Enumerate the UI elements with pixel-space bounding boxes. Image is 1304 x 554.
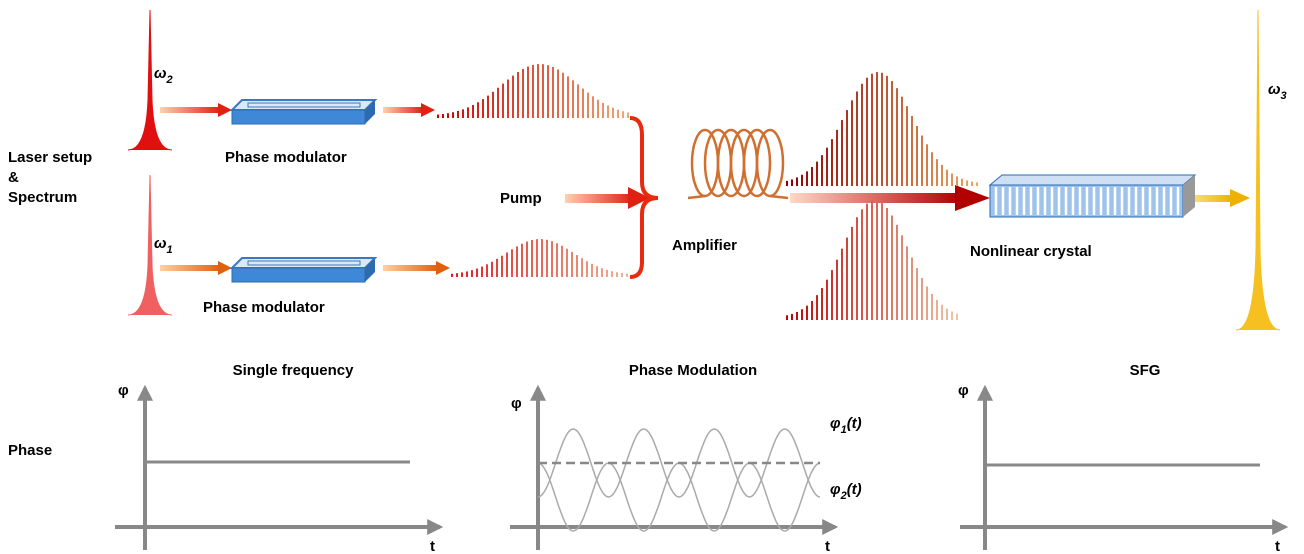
panel-title: Single frequency bbox=[233, 362, 355, 379]
fiber-coil bbox=[687, 128, 789, 200]
curve-label: φ1(t) bbox=[830, 415, 862, 436]
label: Spectrum bbox=[8, 189, 77, 206]
subscript: 1 bbox=[841, 424, 847, 436]
label: Phase bbox=[8, 442, 52, 459]
suffix: (t) bbox=[847, 481, 862, 498]
label: & bbox=[8, 169, 19, 186]
omega-label: ω3 bbox=[1268, 81, 1287, 102]
spectral-line bbox=[127, 9, 173, 151]
symbol: φ bbox=[830, 481, 841, 498]
axis-label: t bbox=[825, 538, 830, 554]
label: Phase modulator bbox=[225, 149, 347, 166]
nonlinear-crystal bbox=[988, 174, 1197, 218]
suffix: (t) bbox=[847, 415, 862, 432]
phase-modulator bbox=[229, 99, 378, 125]
phase-curve bbox=[537, 428, 821, 498]
label: Pump bbox=[500, 190, 542, 207]
axis-label: φ bbox=[118, 382, 129, 399]
panel-title: Phase Modulation bbox=[629, 362, 757, 379]
axis-label: φ bbox=[958, 382, 969, 399]
axis-label: t bbox=[430, 538, 435, 554]
omega-label: ω2 bbox=[154, 65, 173, 86]
frequency-comb bbox=[437, 64, 978, 320]
axis-label: t bbox=[1275, 538, 1280, 554]
curve-label: φ2(t) bbox=[830, 481, 862, 502]
brace bbox=[629, 116, 659, 279]
label: Nonlinear crystal bbox=[970, 243, 1092, 260]
spectral-line bbox=[1235, 9, 1281, 331]
omega-label: ω1 bbox=[154, 235, 173, 256]
panel-title: SFG bbox=[1130, 362, 1161, 379]
label: Laser setup bbox=[8, 149, 92, 166]
symbol: φ bbox=[830, 415, 841, 432]
label: Amplifier bbox=[672, 237, 737, 254]
label: Phase modulator bbox=[203, 299, 325, 316]
phase-modulator bbox=[229, 257, 378, 283]
subscript: 2 bbox=[840, 490, 847, 502]
arrows bbox=[160, 103, 1250, 275]
spectral-line bbox=[127, 174, 173, 316]
axis-label: φ bbox=[511, 395, 522, 412]
